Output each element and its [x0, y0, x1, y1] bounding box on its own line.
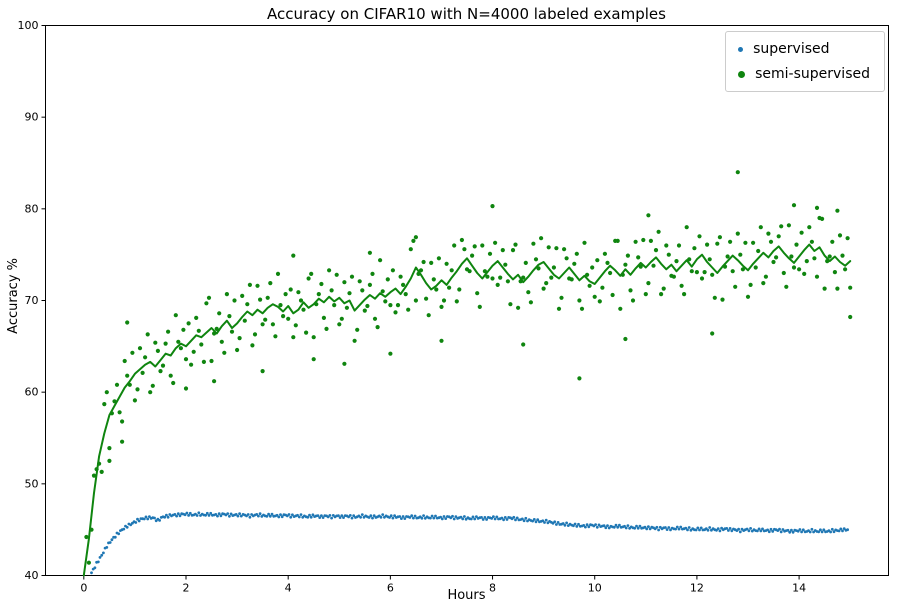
legend-item-semi-supervised: semi-supervised — [738, 66, 870, 82]
x-tick-label: 4 — [285, 582, 292, 595]
axis-ticks: 0 2 4 6 8 10 12 14 40 50 60 70 80 90 100 — [18, 19, 807, 595]
x-tick-label: 8 — [489, 582, 496, 595]
y-tick-label: 70 — [25, 294, 39, 307]
semi-supervised-smoothed-series — [82, 243, 852, 577]
y-tick-label: 90 — [25, 111, 39, 124]
x-tick-label: 6 — [387, 582, 394, 595]
y-tick-label: 50 — [25, 477, 39, 490]
x-tick-label: 2 — [183, 582, 190, 595]
x-tick-label: 12 — [690, 582, 704, 595]
x-tick-label: 0 — [80, 582, 87, 595]
legend: supervised semi-supervised — [725, 31, 885, 92]
supervised-series — [90, 511, 849, 575]
x-tick-label: 14 — [792, 582, 806, 595]
y-tick-label: 80 — [25, 202, 39, 215]
legend-label-supervised: supervised — [753, 41, 830, 57]
legend-label-semi-supervised: semi-supervised — [755, 66, 870, 82]
supervised-marker-icon — [738, 46, 744, 52]
semi-supervised-scatter-a-series — [84, 216, 850, 540]
legend-item-supervised: supervised — [738, 41, 870, 57]
semi-supervised-outliers-series — [107, 170, 853, 463]
x-axis-label: Hours — [447, 588, 486, 603]
y-tick-label: 40 — [25, 569, 39, 582]
x-tick-label: 10 — [588, 582, 602, 595]
chart-title: Accuracy on CIFAR10 with N=4000 labeled … — [267, 5, 666, 23]
semi-supervised-scatter-b-series — [86, 215, 853, 565]
y-tick-label: 100 — [18, 19, 39, 32]
axes-frame — [45, 25, 889, 576]
semi-supervised-marker-icon — [738, 70, 746, 78]
y-tick-label: 60 — [25, 386, 39, 399]
